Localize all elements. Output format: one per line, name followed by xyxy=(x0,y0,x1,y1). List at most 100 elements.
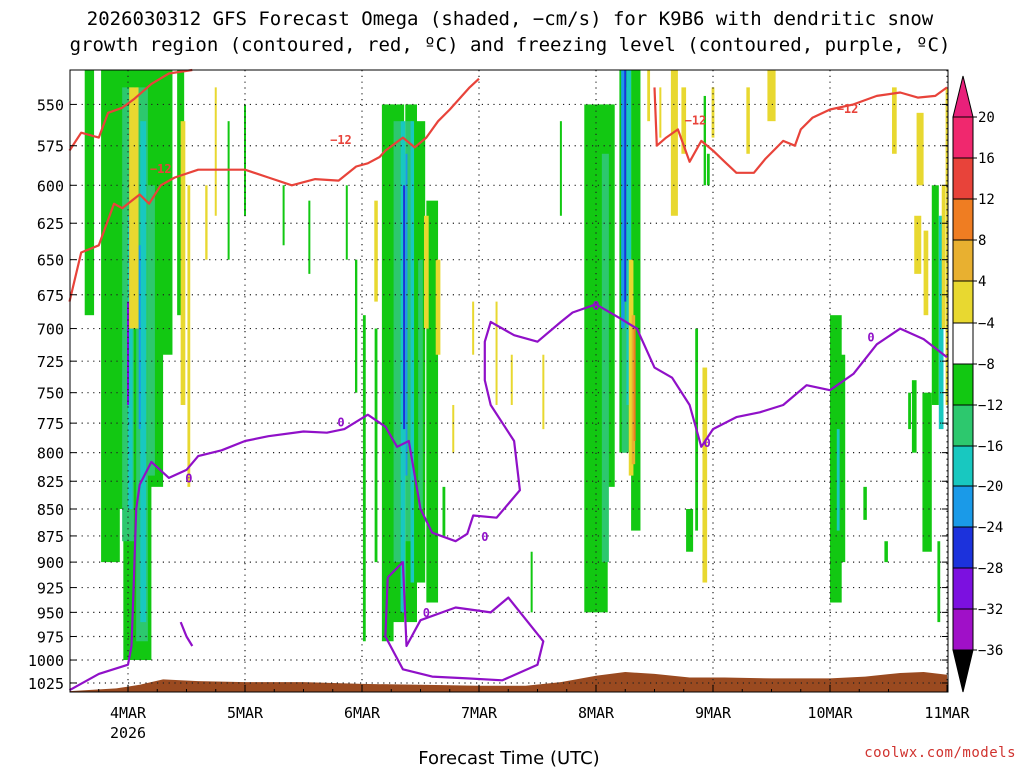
omega-violet-cell xyxy=(127,301,129,405)
x-tick-label: 9MAR xyxy=(695,704,732,722)
y-tick-label: 725 xyxy=(37,353,64,371)
omega-yellow-cell xyxy=(495,301,498,405)
omega-yellow-cell xyxy=(187,185,191,487)
omega-yellow-cell xyxy=(711,87,715,138)
colorbar-segment xyxy=(952,322,974,365)
y-tick-label: 675 xyxy=(37,287,64,305)
colorbar-tick-label: −32 xyxy=(978,602,1003,618)
omega-orange-cell xyxy=(631,315,636,465)
omega-cyan-cell xyxy=(410,121,415,583)
omega-yellow-cell xyxy=(670,70,678,216)
y-tick-label: 900 xyxy=(37,554,64,572)
x-tick-label: 4MAR xyxy=(110,704,147,722)
omega-yellow-cell xyxy=(205,185,208,260)
omega-yellow-cell xyxy=(435,259,441,355)
omega-green-cell xyxy=(374,328,378,563)
omega-green-cell xyxy=(354,259,358,393)
omega-yellow-cell xyxy=(892,87,897,154)
omega-yellow-cell xyxy=(129,87,139,329)
colorbar-segment xyxy=(952,239,974,282)
colorbar-tick-label: 12 xyxy=(978,192,995,208)
y-tick-label: 750 xyxy=(37,385,64,403)
omega-green-cell xyxy=(908,392,911,430)
freezing-level-loop xyxy=(384,561,545,682)
omega-cyan-cell xyxy=(836,429,840,531)
omega-yellow-cell xyxy=(180,121,186,405)
y-tick-label: 650 xyxy=(37,252,64,270)
omega-blue-cell xyxy=(405,153,408,476)
colorbar-tick-label: −20 xyxy=(978,479,1003,495)
colorbar-segment xyxy=(952,363,974,406)
colorbar-tick-label: 4 xyxy=(978,274,986,290)
dgz-contour-right xyxy=(653,86,948,174)
omega-green-cell xyxy=(381,104,394,642)
colorbar-tick-label: −36 xyxy=(978,643,1003,659)
omega-cyan-cell xyxy=(140,121,147,623)
colorbar-segment xyxy=(952,157,974,200)
freezing-level-label: 0 xyxy=(592,299,599,313)
omega-yellow-cell xyxy=(214,87,217,216)
omega-green-cell xyxy=(426,200,439,603)
omega-yellow-cell xyxy=(681,87,687,154)
y-tick-label: 875 xyxy=(37,528,64,546)
colorbar-segment xyxy=(952,116,974,159)
y-tick-label: 700 xyxy=(37,321,64,339)
omega-yellow-cell xyxy=(472,301,475,355)
omega-green-cell xyxy=(838,354,846,563)
colorbar-segment xyxy=(952,198,974,241)
colorbar-segment xyxy=(952,280,974,324)
y-tick-label: 1000 xyxy=(28,652,64,670)
omega-yellow-cell xyxy=(767,70,776,122)
omega-green-cell xyxy=(830,315,842,603)
omega-green-cell xyxy=(160,70,173,355)
omega-green-cell xyxy=(345,185,348,260)
y-tick-label: 825 xyxy=(37,473,64,491)
omega-cyan-cell xyxy=(400,121,406,613)
freezing-level-label: 0 xyxy=(867,331,874,345)
omega-blue-cell xyxy=(621,70,625,329)
omega-green-cell xyxy=(605,104,615,487)
colorbar-tick-label: −4 xyxy=(978,316,995,332)
x-tick-label: 8MAR xyxy=(578,704,615,722)
colorbar-segment xyxy=(952,526,974,569)
freezing-level-label: 0 xyxy=(423,606,430,620)
chart-title-line-1: 2026030312 GFS Forecast Omega (shaded, −… xyxy=(87,8,934,30)
omega-yellow-cell xyxy=(702,367,708,583)
omega-yellow-cell xyxy=(923,230,929,316)
y-tick-label: 950 xyxy=(37,604,64,622)
x-axis-title: Forecast Time (UTC) xyxy=(418,748,599,768)
credit-text: coolwx.com/models xyxy=(864,745,1016,761)
omega-green-cell xyxy=(937,541,941,623)
omega-cyan-cell xyxy=(938,215,944,430)
freezing-level-label: 0 xyxy=(185,471,192,485)
colorbar-tick-label: −24 xyxy=(978,520,1003,536)
dgz-contour-label: −12 xyxy=(685,113,707,127)
omega-yellow-cell xyxy=(374,200,378,302)
colorbar-tick-label: −28 xyxy=(978,561,1003,577)
colorbar-top-arrow xyxy=(952,75,974,118)
grid-lines xyxy=(70,70,948,692)
omega-yellow-cell xyxy=(659,87,662,138)
colorbar-segment xyxy=(952,608,974,651)
omega-cyan-cell xyxy=(626,70,632,405)
dgz-contour-upper xyxy=(68,68,193,152)
y-tick-label: 1025 xyxy=(28,675,64,693)
colorbar-segment xyxy=(952,485,974,528)
omega-green-cell xyxy=(686,508,694,552)
y-tick-label: 600 xyxy=(37,177,64,195)
x-year-label: 2026 xyxy=(110,724,146,742)
ground-fill xyxy=(70,672,948,692)
y-tick-label: 550 xyxy=(37,96,64,114)
omega-green-cell xyxy=(863,486,867,520)
plot-frame xyxy=(69,69,949,693)
x-tick-label: 11MAR xyxy=(924,704,970,722)
omega-green-cell xyxy=(559,121,562,216)
y-tick-label: 850 xyxy=(37,501,64,519)
x-tick-label: 10MAR xyxy=(807,704,853,722)
omega-yellow-cell xyxy=(510,354,513,405)
omega-green-cell xyxy=(911,380,917,453)
omega-blue-cell xyxy=(138,245,141,430)
colorbar-tick-label: −16 xyxy=(978,439,1003,455)
chart-title-line-2: growth region (contoured, red, ºC) and f… xyxy=(70,34,951,56)
colorbar-segment xyxy=(952,445,974,487)
